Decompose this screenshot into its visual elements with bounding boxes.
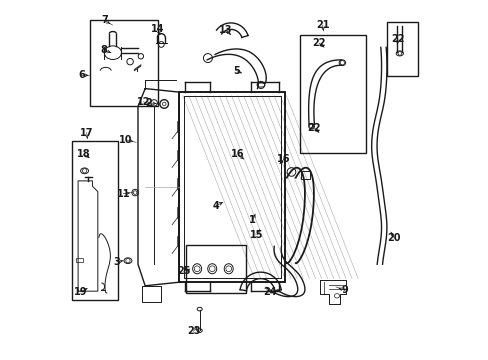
Text: 1: 1 — [249, 215, 256, 225]
Bar — [179, 92, 285, 282]
Bar — [76, 258, 83, 262]
Text: 22: 22 — [390, 35, 404, 44]
Text: 2: 2 — [145, 98, 151, 108]
Text: 11: 11 — [116, 189, 130, 199]
Text: 17: 17 — [80, 128, 93, 138]
Text: 23: 23 — [186, 326, 200, 336]
Text: 13: 13 — [219, 25, 232, 35]
Text: 8: 8 — [100, 45, 107, 55]
Text: 15: 15 — [250, 230, 263, 239]
Text: 5: 5 — [233, 66, 240, 76]
Bar — [300, 35, 366, 153]
Text: 21: 21 — [315, 20, 329, 30]
Text: 7: 7 — [101, 15, 108, 26]
Text: 22: 22 — [312, 38, 325, 48]
Bar — [386, 22, 417, 76]
Text: 25: 25 — [177, 266, 190, 276]
Bar — [186, 244, 245, 293]
Text: 19: 19 — [73, 287, 87, 297]
Bar — [72, 140, 118, 300]
Bar — [301, 171, 309, 179]
Text: 16: 16 — [231, 149, 244, 159]
Text: 18: 18 — [77, 149, 90, 159]
Text: 4: 4 — [212, 201, 219, 211]
Text: 24: 24 — [263, 287, 277, 297]
Text: 6: 6 — [78, 70, 84, 80]
Text: 20: 20 — [387, 233, 400, 243]
Bar — [183, 96, 280, 278]
Text: 3: 3 — [114, 257, 121, 267]
Text: 12: 12 — [136, 97, 150, 107]
Text: 22: 22 — [307, 123, 321, 133]
Bar — [89, 21, 158, 107]
Text: 14: 14 — [151, 24, 164, 35]
Text: 9: 9 — [341, 285, 347, 296]
Text: 16: 16 — [277, 154, 290, 164]
Bar — [183, 96, 280, 278]
Bar — [179, 92, 285, 282]
Text: 10: 10 — [119, 135, 133, 145]
